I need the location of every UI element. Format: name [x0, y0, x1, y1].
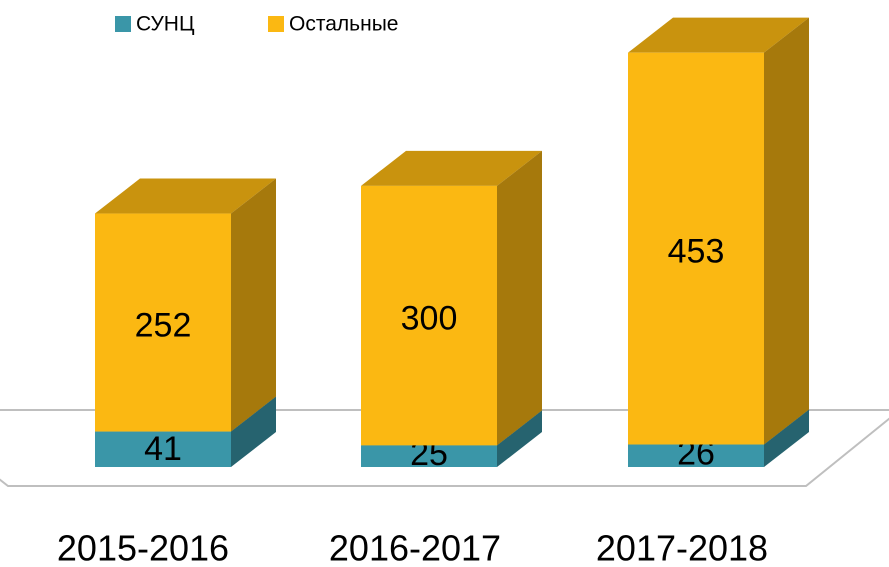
bar-side — [764, 17, 809, 445]
bar — [361, 185, 497, 446]
value-label: 453 — [668, 233, 725, 271]
value-label: 252 — [135, 307, 192, 345]
bar-side — [764, 409, 809, 467]
bar — [95, 431, 231, 467]
bar — [628, 52, 764, 445]
bar — [628, 444, 764, 467]
value-label: 300 — [401, 300, 458, 338]
bar-side — [497, 150, 542, 446]
legend-label: СУНЦ — [136, 13, 195, 36]
x-tick-label: 2017-2018 — [596, 528, 768, 567]
bar-side — [497, 410, 542, 467]
legend-swatch — [268, 16, 284, 32]
bar — [361, 445, 497, 467]
x-tick-label: 2015-2016 — [57, 528, 229, 567]
bar-side — [231, 178, 276, 432]
bar-side — [231, 396, 276, 467]
bar-top — [628, 17, 809, 53]
x-tick-label: 2016-2017 — [329, 528, 501, 567]
bar-top — [95, 178, 276, 214]
legend-label: Остальные — [289, 13, 398, 36]
value-label: 41 — [144, 430, 182, 468]
bar-top — [361, 150, 542, 186]
legend-swatch — [115, 16, 131, 32]
bar — [95, 213, 231, 432]
